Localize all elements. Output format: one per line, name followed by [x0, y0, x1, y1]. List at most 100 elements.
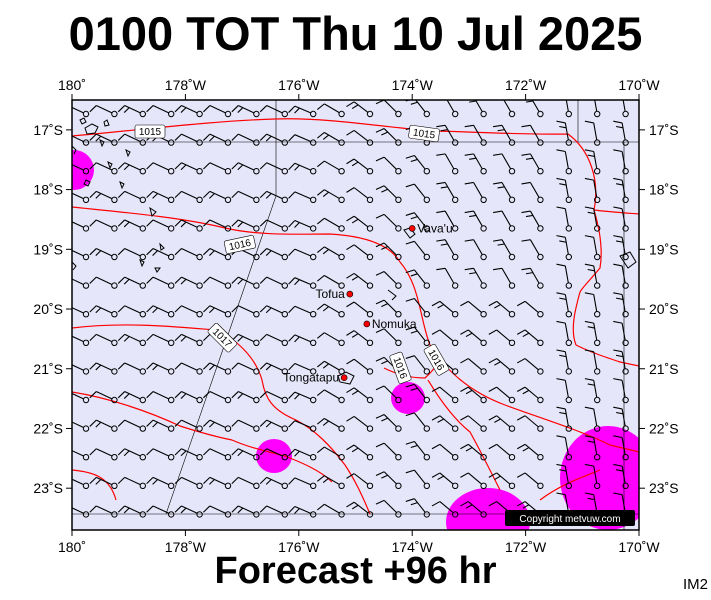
wind-barb: [174, 248, 203, 261]
lat-label-left: 22˚S: [33, 420, 63, 436]
wind-barb: [565, 100, 572, 118]
copyright-box: Copyright metvuw.com: [505, 510, 635, 526]
lat-label-right: 23˚S: [649, 480, 679, 496]
wind-barb: [259, 105, 288, 118]
wind-barb: [89, 162, 118, 175]
wind-barb: [174, 505, 203, 518]
wind-barb: [174, 333, 203, 346]
wind-barb: [231, 133, 260, 146]
wind-barb: [89, 133, 118, 146]
wind-barb: [117, 219, 147, 232]
lat-label-left: 18˚S: [33, 182, 63, 198]
wind-barb: [117, 476, 147, 489]
wind-barb: [146, 162, 175, 175]
wind-barb: [259, 133, 288, 146]
lon-label-top: 180˚: [58, 77, 86, 93]
wind-barb: [117, 305, 147, 318]
wind-barb: [174, 391, 203, 404]
wind-barb: [316, 389, 345, 404]
wind-barb: [146, 476, 175, 489]
wind-barb: [89, 448, 118, 461]
wind-barb: [346, 215, 374, 232]
wind-barb: [259, 162, 288, 175]
wind-barb: [488, 472, 516, 489]
place-dot: [363, 320, 371, 328]
wind-barb: [203, 133, 232, 146]
wind-barb: [594, 100, 601, 118]
wind-barb: [346, 101, 374, 118]
wind-barb: [316, 332, 345, 346]
wind-barb: [488, 358, 516, 375]
wind-barb: [231, 162, 260, 175]
wind-barb: [231, 476, 260, 489]
wind-barb: [405, 469, 430, 489]
lat-label-left: 19˚S: [33, 241, 63, 257]
wind-barb: [316, 132, 345, 146]
wind-barb: [72, 507, 90, 518]
wind-barb: [203, 476, 232, 489]
svg-text:1015: 1015: [139, 127, 162, 138]
wind-barb: [174, 419, 203, 432]
wind-barb: [556, 435, 572, 461]
lon-label-bottom: 176˚W: [278, 539, 320, 555]
place-dot: [340, 374, 348, 382]
wind-barb: [346, 301, 374, 318]
wind-barb: [436, 239, 459, 261]
wind-barb: [503, 100, 516, 118]
wind-barb: [72, 421, 90, 432]
svg-text:1015: 1015: [412, 128, 436, 142]
wind-barb: [556, 378, 572, 404]
wind-barb: [259, 448, 288, 461]
wind-barb: [89, 391, 118, 404]
wind-barb: [613, 235, 629, 261]
wind-barb: [174, 105, 203, 118]
wind-barb: [174, 133, 203, 146]
wind-barb: [346, 415, 374, 432]
wind-barb: [231, 219, 260, 232]
wind-barb: [203, 190, 232, 204]
wind-barb: [146, 248, 175, 261]
wind-barb: [316, 246, 345, 261]
wind-barb: [316, 275, 345, 289]
wind-barb: [231, 362, 260, 375]
place-dot: [346, 290, 354, 298]
wind-barb: [259, 362, 288, 375]
wind-barb: [203, 391, 232, 404]
wind-barb: [117, 105, 147, 118]
wind-barb: [613, 149, 629, 175]
wind-barb: [488, 300, 516, 318]
wind-barb: [516, 472, 544, 489]
lon-label-top: 178˚W: [165, 77, 207, 93]
wind-barb: [464, 153, 487, 175]
wind-barb: [493, 124, 516, 146]
wind-barb: [117, 419, 147, 432]
wind-barb: [72, 278, 90, 289]
wind-barb: [405, 383, 430, 404]
wind-barb: [464, 124, 487, 146]
wind-barb: [231, 448, 260, 461]
wind-barb: [493, 181, 516, 204]
wind-barb: [584, 263, 601, 289]
wind-barb: [375, 271, 402, 289]
wind-barb: [375, 442, 402, 461]
wind-barb: [584, 349, 601, 375]
wind-barb: [146, 219, 175, 232]
wind-barb: [375, 299, 402, 318]
svg-text:1016: 1016: [228, 238, 252, 253]
wind-barb: [584, 378, 601, 404]
lat-label-right: 20˚S: [649, 301, 679, 317]
wind-barb: [316, 503, 345, 518]
wind-barb: [117, 190, 147, 204]
wind-barb: [460, 415, 487, 432]
wind-barb: [516, 329, 544, 346]
wind-barb: [436, 153, 459, 175]
forecast-label: Forecast +96 hr: [214, 550, 497, 592]
wind-barb: [375, 242, 402, 261]
wind-barb: [288, 305, 317, 318]
lat-label-right: 22˚S: [649, 420, 679, 436]
wind-barb: [516, 386, 544, 404]
wind-barb: [556, 177, 572, 204]
wind-barb: [203, 305, 232, 318]
lon-label-top: 174˚W: [392, 77, 434, 93]
wind-barb: [375, 156, 402, 175]
